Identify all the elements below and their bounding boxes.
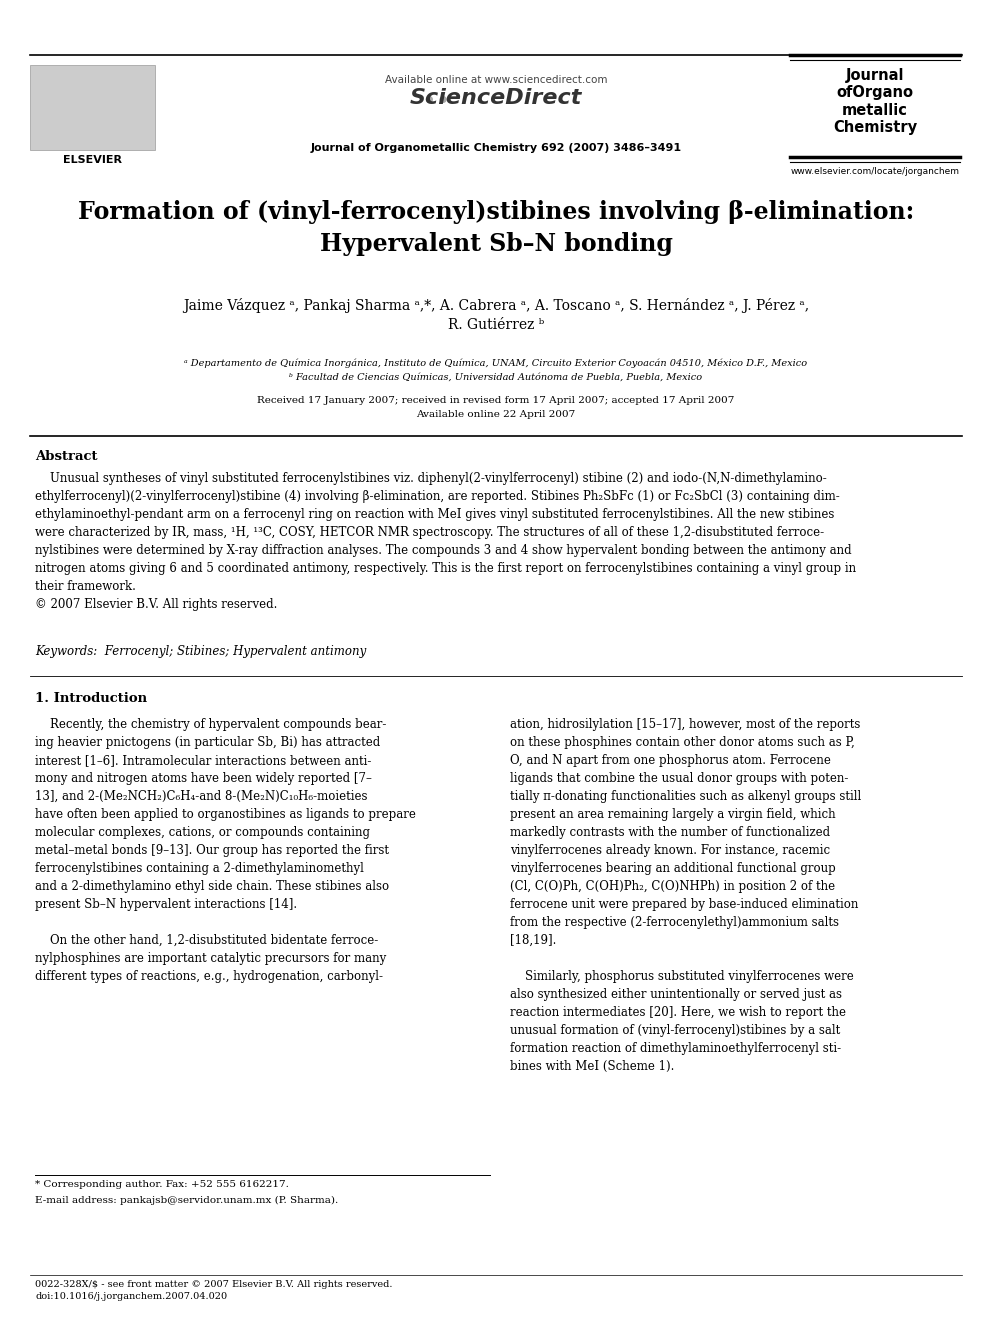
Text: ᵃ Departamento de Química Inorgánica, Instituto de Química, UNAM, Circuito Exter: ᵃ Departamento de Química Inorgánica, In…: [185, 359, 807, 368]
Text: Available online 22 April 2007: Available online 22 April 2007: [417, 410, 575, 419]
Text: E-mail address: pankajsb@servidor.unam.mx (P. Sharma).: E-mail address: pankajsb@servidor.unam.m…: [35, 1196, 338, 1205]
Text: Journal
ofOrgano
metallic
Chemistry: Journal ofOrgano metallic Chemistry: [833, 67, 917, 135]
Text: ELSEVIER: ELSEVIER: [62, 155, 121, 165]
Text: Received 17 January 2007; received in revised form 17 April 2007; accepted 17 Ap: Received 17 January 2007; received in re…: [257, 396, 735, 405]
Text: Formation of (vinyl-ferrocenyl)stibines involving β-elimination:
Hypervalent Sb–: Formation of (vinyl-ferrocenyl)stibines …: [78, 200, 914, 255]
Text: Keywords:  Ferrocenyl; Stibines; Hypervalent antimony: Keywords: Ferrocenyl; Stibines; Hyperval…: [35, 646, 366, 658]
Text: Available online at www.sciencedirect.com: Available online at www.sciencedirect.co…: [385, 75, 607, 85]
Text: Unusual syntheses of vinyl substituted ferrocenylstibines viz. diphenyl(2-vinylf: Unusual syntheses of vinyl substituted f…: [35, 472, 856, 611]
Text: Abstract: Abstract: [35, 450, 97, 463]
Text: Jaime Vázquez ᵃ, Pankaj Sharma ᵃ,*, A. Cabrera ᵃ, A. Toscano ᵃ, S. Hernández ᵃ, : Jaime Vázquez ᵃ, Pankaj Sharma ᵃ,*, A. C…: [183, 298, 809, 314]
Text: ᵇ Facultad de Ciencias Químicas, Universidad Autónoma de Puebla, Puebla, Mexico: ᵇ Facultad de Ciencias Químicas, Univers…: [290, 373, 702, 382]
Text: 0022-328X/$ - see front matter © 2007 Elsevier B.V. All rights reserved.
doi:10.: 0022-328X/$ - see front matter © 2007 El…: [35, 1279, 393, 1301]
Text: Recently, the chemistry of hypervalent compounds bear-
ing heavier pnictogens (i: Recently, the chemistry of hypervalent c…: [35, 718, 416, 983]
Text: ••: ••: [422, 90, 451, 114]
Text: R. Gutiérrez ᵇ: R. Gutiérrez ᵇ: [447, 318, 545, 332]
Text: * Corresponding author. Fax: +52 555 6162217.: * Corresponding author. Fax: +52 555 616…: [35, 1180, 289, 1189]
FancyBboxPatch shape: [30, 65, 155, 149]
Text: www.elsevier.com/locate/jorganchem: www.elsevier.com/locate/jorganchem: [791, 167, 959, 176]
Text: Journal of Organometallic Chemistry 692 (2007) 3486–3491: Journal of Organometallic Chemistry 692 …: [310, 143, 682, 153]
Text: ScienceDirect: ScienceDirect: [410, 89, 582, 108]
Text: ation, hidrosilylation [15–17], however, most of the reports
on these phosphines: ation, hidrosilylation [15–17], however,…: [510, 718, 861, 1073]
Text: 1. Introduction: 1. Introduction: [35, 692, 147, 705]
